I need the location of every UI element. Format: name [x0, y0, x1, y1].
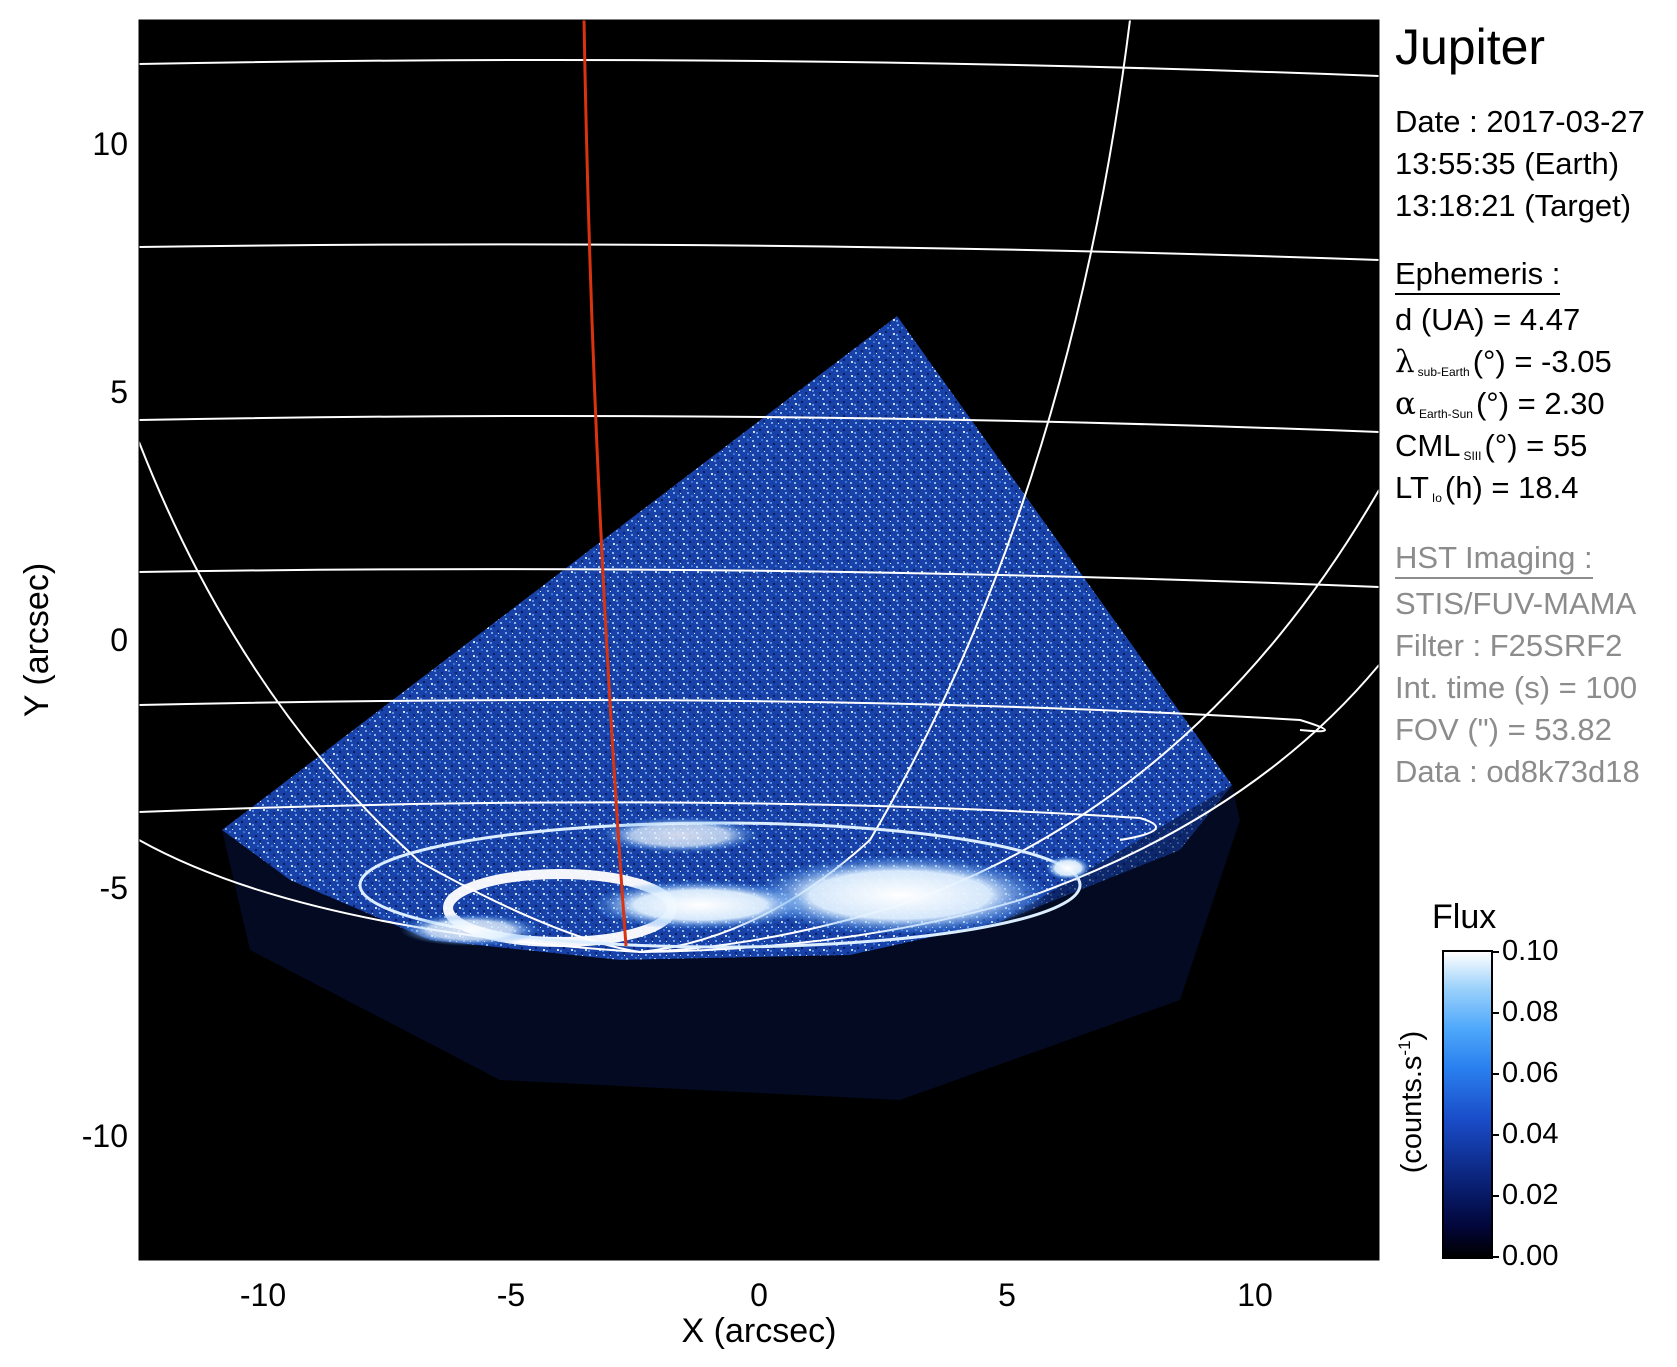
y-tick-label: -10: [82, 1118, 128, 1154]
colorbar-unit: (counts.s-1): [1395, 1031, 1429, 1173]
x-axis-title: X (arcsec): [682, 1312, 837, 1350]
colorbar: [1442, 950, 1493, 1259]
colorbar-tick-label: 0.10: [1502, 935, 1559, 967]
faint-lower-emission: [222, 785, 1240, 1100]
lt-symbol: LT: [1395, 470, 1429, 505]
lat-sub: sub-Earth: [1417, 365, 1470, 379]
image-layer: [139, 20, 1379, 1100]
colorbar-tick: [1491, 1073, 1499, 1075]
distance-line: d (UA) = 4.47: [1395, 302, 1581, 337]
colorbar-tick: [1491, 951, 1499, 953]
colorbar-unit-text: (counts.s: [1395, 1055, 1428, 1174]
date-line: Date : 2017-03-27: [1395, 104, 1645, 139]
colorbar-tick-label: 0.06: [1502, 1057, 1559, 1089]
y-tick-label: -5: [100, 870, 128, 906]
panel-title: Jupiter: [1395, 19, 1546, 75]
x-ticks: -10 -5 0 5 10: [240, 1277, 1273, 1313]
y-ticks: -10 -5 0 5 10: [82, 126, 128, 1154]
colorbar-tick: [1491, 1134, 1499, 1136]
filter-line: Filter : F25SRF2: [1395, 628, 1623, 663]
disk-emission: [222, 316, 1232, 960]
target-time: 13:18:21 (Target): [1395, 188, 1632, 223]
lat-value: (°) = -3.05: [1472, 344, 1612, 379]
colorbar-tick: [1491, 1012, 1499, 1014]
colorbar-tick-label: 0.04: [1502, 1118, 1559, 1150]
phase-sub: Earth-Sun: [1418, 407, 1473, 421]
int-time-line: Int. time (s) = 100: [1395, 670, 1638, 705]
colorbar-tick-label: 0.00: [1502, 1240, 1559, 1272]
colorbar-tick-label: 0.02: [1502, 1179, 1559, 1211]
phase-line: α Earth-Sun(°) = 2.30: [1395, 386, 1605, 422]
colorbar-unit-close: ): [1395, 1030, 1428, 1041]
lt-line: LT Io(h) = 18.4: [1395, 470, 1578, 506]
x-tick-label: -10: [240, 1277, 286, 1313]
earth-time: 13:55:35 (Earth): [1395, 146, 1620, 181]
plot-frame: [138, 19, 1380, 1261]
latitude-line: λ sub-Earth(°) = -3.05: [1395, 344, 1612, 380]
cml-value: (°) = 55: [1484, 428, 1588, 463]
data-id-line: Data : od8k73d18: [1395, 754, 1640, 789]
x-tick-label: 10: [1237, 1277, 1273, 1313]
x-tick-label: -5: [497, 1277, 525, 1313]
info-panel: Jupiter Date : 2017-03-27 13:55:35 (Eart…: [1395, 0, 1677, 1367]
fov-line: FOV (") = 53.82: [1395, 712, 1612, 747]
x-tick-label: 5: [998, 1277, 1016, 1313]
cml-symbol: CML: [1395, 428, 1461, 463]
central-meridian-line: [582, 20, 628, 947]
colorbar-tick-label: 0.08: [1502, 996, 1559, 1028]
y-tick-label: 5: [110, 374, 128, 410]
y-tick-label: 0: [110, 622, 128, 658]
phase-symbol: α: [1395, 386, 1416, 422]
colorbar-unit-sup: -1: [1395, 1040, 1415, 1056]
lt-sub: Io: [1431, 491, 1442, 505]
colorbar-title: Flux: [1432, 898, 1497, 936]
lat-symbol: λ: [1395, 344, 1415, 380]
phase-value: (°) = 2.30: [1475, 386, 1605, 421]
y-axis-title: Y (arcsec): [18, 563, 56, 717]
lt-value: (h) = 18.4: [1444, 470, 1579, 505]
hst-header: HST Imaging :: [1395, 540, 1593, 579]
cml-sub: SIII: [1463, 449, 1482, 463]
cml-line: CML SIII(°) = 55: [1395, 428, 1587, 464]
ephemeris-header: Ephemeris :: [1395, 256, 1561, 295]
x-tick-label: 0: [750, 1277, 768, 1313]
colorbar-tick: [1491, 1256, 1499, 1258]
y-tick-label: 10: [92, 126, 128, 162]
auroral-oval: [358, 817, 1090, 949]
instrument-line: STIS/FUV-MAMA: [1395, 586, 1637, 621]
colorbar-tick: [1491, 1195, 1499, 1197]
